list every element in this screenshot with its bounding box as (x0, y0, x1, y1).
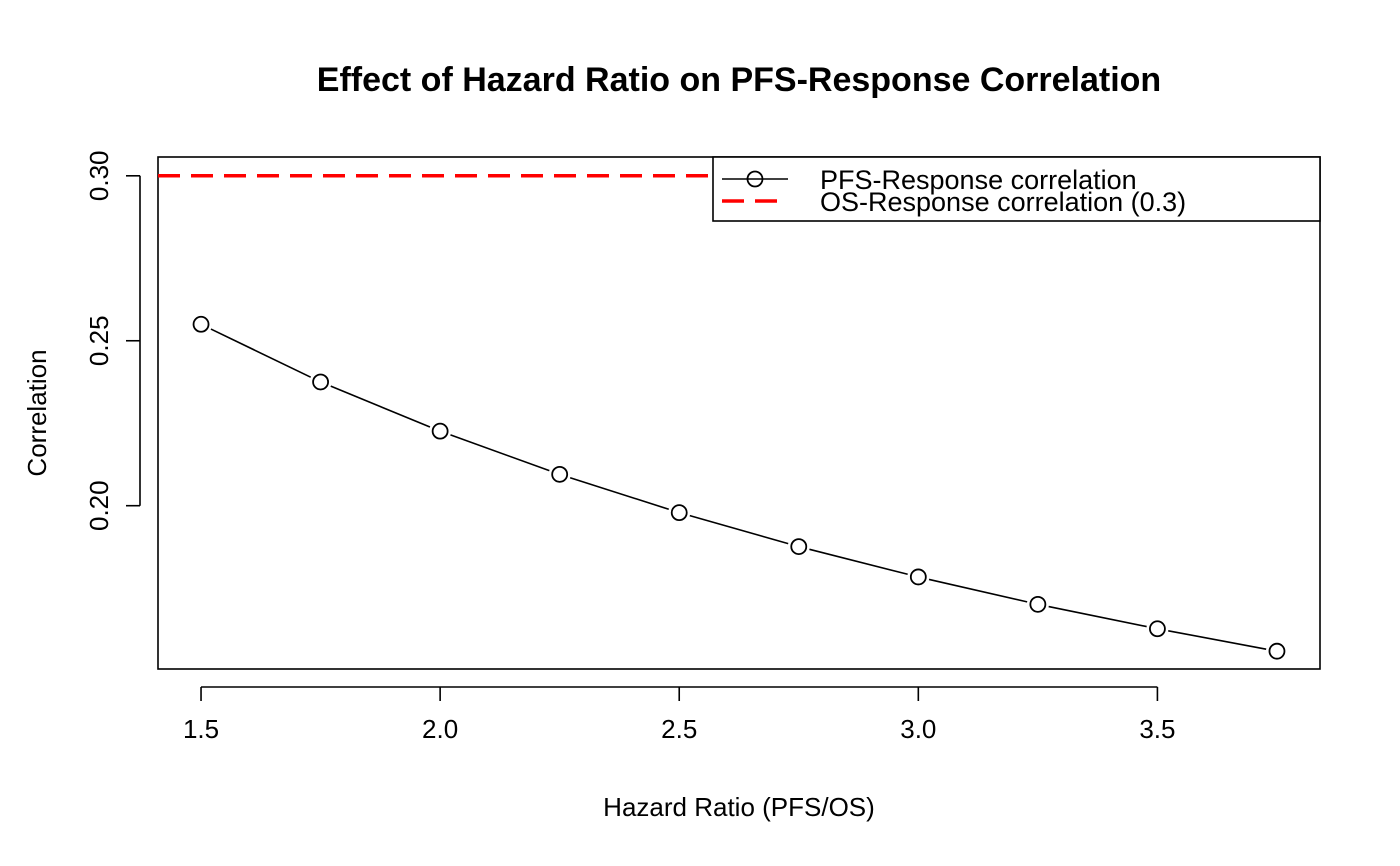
data-point (670, 504, 688, 522)
legend-reference-label: OS-Response correlation (0.3) (820, 187, 1186, 217)
x-tick-label: 2.0 (422, 714, 458, 744)
y-tick-label: 0.25 (84, 315, 114, 366)
series-line-segment (809, 548, 908, 576)
x-tick-label: 2.5 (661, 714, 697, 744)
legend-series-marker (746, 170, 764, 188)
y-axis-label: Correlation (22, 349, 52, 476)
data-point (431, 422, 449, 440)
x-tick-label: 3.0 (900, 714, 936, 744)
series-line-segment (928, 578, 1028, 603)
chart-title: Effect of Hazard Ratio on PFS-Response C… (317, 61, 1161, 99)
data-point (192, 315, 210, 333)
data-point (790, 538, 808, 556)
series-line-segment (1168, 629, 1267, 650)
y-tick-label: 0.30 (84, 150, 114, 201)
x-tick-label: 3.5 (1139, 714, 1175, 744)
series-line-segment (1048, 605, 1147, 628)
legend-series-label: PFS-Response correlation (820, 165, 1137, 195)
axes: 1.5 2.0 2.5 3.0 3.5 0.20 0.25 0.30 (84, 150, 1321, 744)
data-point (1029, 595, 1047, 613)
series-line-segment (689, 514, 789, 545)
series-line-segment (210, 328, 312, 378)
data-point (1149, 620, 1166, 638)
y-tick-label: 0.20 (84, 480, 114, 531)
data-point (312, 373, 329, 391)
legend-box (712, 156, 1321, 222)
data-point (909, 568, 927, 586)
x-axis-label: Hazard Ratio (PFS/OS) (603, 792, 875, 822)
series-line-segment (450, 434, 550, 472)
x-tick-label: 1.5 (183, 714, 219, 744)
data-point (551, 465, 569, 483)
series-line-segment (330, 385, 431, 428)
data-point (1268, 642, 1286, 660)
data-series (192, 315, 1286, 660)
series-line-segment (569, 476, 669, 511)
plot-frame (157, 156, 1321, 670)
